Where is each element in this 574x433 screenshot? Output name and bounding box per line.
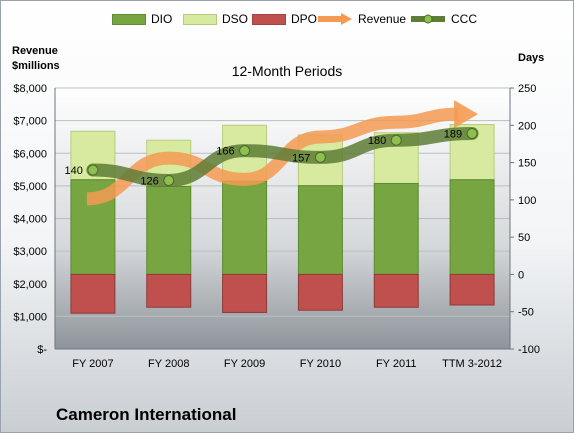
ccc-data-label: 189 (444, 128, 462, 140)
right-tick-label: 0 (518, 269, 524, 281)
ccc-data-label: 126 (140, 175, 158, 187)
category-label: FY 2007 (72, 358, 113, 370)
legend-item-revenue: Revenue (317, 12, 406, 26)
category-label: FY 2010 (300, 358, 341, 370)
legend-swatch-ccc (411, 14, 445, 24)
right-tick-label: 100 (518, 195, 536, 207)
legend-label-dpo: DPO (291, 12, 318, 26)
bar-dpo (373, 273, 419, 308)
left-tick-label: $2,000 (13, 279, 47, 291)
legend-swatch-dpo (252, 13, 286, 25)
bar-dio (146, 185, 192, 275)
ccc-point (163, 174, 175, 186)
ccc-point (390, 134, 402, 146)
right-tick-label: 150 (518, 158, 536, 170)
bar-dio (222, 180, 268, 275)
ccc-data-label: 166 (216, 146, 234, 158)
ccc-data-label: 157 (292, 152, 310, 164)
ccc-point (466, 127, 478, 139)
revenue-arrow (86, 100, 479, 206)
left-axis-unit: Revenue $millions (12, 44, 60, 74)
axes: $- $1,000 $2,000 $3,000 $4,000 $5,000 $6,000 $7… (13, 83, 540, 370)
legend-item-dso: DSO (183, 12, 248, 26)
bar-dio (449, 179, 495, 275)
legend: DIO DSO DPO Revenue CCC (0, 12, 574, 34)
ccc-line-path (86, 126, 479, 187)
bar-dpo (222, 273, 268, 313)
category-label: FY 2009 (224, 358, 265, 370)
ccc-point (239, 145, 251, 157)
legend-item-dio: DIO (112, 12, 172, 26)
right-tick-label: 50 (518, 232, 530, 244)
right-tick-label: 250 (518, 83, 536, 95)
bar-dpo (146, 273, 192, 308)
category-label: FY 2008 (148, 358, 189, 370)
left-tick-label: $- (37, 344, 47, 356)
left-tick-label: $6,000 (13, 148, 47, 160)
left-tick-label: $8,000 (13, 83, 47, 95)
legend-label-ccc: CCC (451, 12, 477, 26)
ccc-point (87, 164, 99, 176)
legend-swatch-dio (112, 13, 146, 25)
legend-label-dio: DIO (151, 12, 173, 26)
legend-label-dso: DSO (222, 12, 249, 26)
left-tick-label: $7,000 (13, 116, 47, 128)
company-name: Cameron International (56, 405, 237, 424)
category-label: FY 2011 (376, 358, 417, 370)
left-tick-label: $3,000 (13, 246, 47, 258)
ccc-line: 140 126 166 157 180 189 (65, 126, 479, 187)
right-axis-unit: Days (518, 52, 545, 64)
bar-dio (373, 182, 419, 275)
legend-item-dpo: DPO (252, 12, 317, 26)
revenue-arrow-head (454, 100, 479, 129)
legend-swatch-revenue (318, 13, 352, 25)
right-tick-label: -100 (518, 344, 540, 356)
left-axis-unit-line2: $millions (12, 60, 60, 72)
bar-dpo (70, 273, 116, 314)
bar-dpo (297, 273, 343, 311)
right-tick-label: 200 (518, 120, 536, 132)
legend-item-ccc: CCC (410, 12, 477, 26)
chart-title: 12-Month Periods (231, 63, 343, 79)
left-axis-unit-line1: Revenue (12, 45, 58, 57)
ccc-point (314, 151, 326, 163)
category-label: TTM 3-2012 (442, 358, 502, 370)
ccc-data-label: 180 (368, 135, 386, 147)
left-tick-label: $1,000 (13, 311, 47, 323)
bars (70, 124, 495, 314)
legend-label-revenue: Revenue (358, 12, 407, 26)
bar-dio (297, 185, 343, 275)
bar-dpo (449, 273, 495, 306)
legend-swatch-dso (183, 13, 217, 25)
left-tick-label: $4,000 (13, 214, 47, 226)
left-tick-label: $5,000 (13, 181, 47, 193)
ccc-data-label: 140 (65, 165, 83, 177)
right-tick-label: -50 (518, 307, 534, 319)
revenue-arrow-shaft (86, 107, 459, 206)
